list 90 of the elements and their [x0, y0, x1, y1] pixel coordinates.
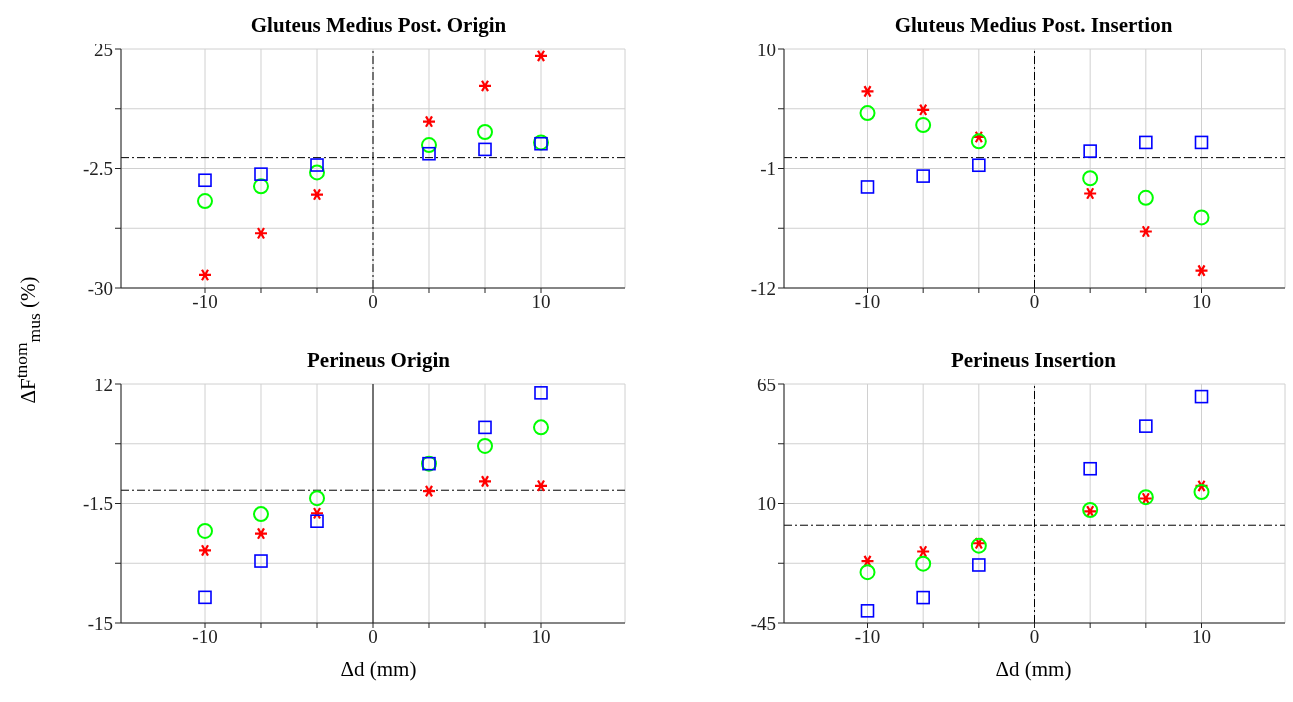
x-tick-label: 0 [1029, 626, 1040, 648]
point [916, 103, 931, 117]
point [477, 79, 493, 93]
point [422, 146, 436, 161]
y-tick-label: -12 [750, 277, 776, 299]
point [197, 268, 213, 282]
point [478, 420, 492, 435]
x-tick-label: -10 [192, 626, 218, 648]
point [1193, 209, 1210, 226]
chart-title: Gluteus Medius Post. Insertion [893, 12, 1174, 39]
point [860, 604, 875, 618]
point [860, 180, 875, 194]
y-tick-label: 10 [757, 493, 776, 515]
point [916, 590, 930, 605]
x-tick-label: 10 [1192, 291, 1211, 313]
chart-title: Perineus Insertion [949, 347, 1118, 374]
point [253, 226, 269, 240]
point [254, 167, 268, 181]
y-tick-label: -30 [87, 277, 113, 299]
point [1137, 189, 1154, 206]
point [915, 555, 932, 572]
point [421, 115, 437, 128]
point [198, 590, 212, 605]
y-tick-label: -45 [750, 612, 776, 634]
y-tick-label: -1.5 [82, 493, 113, 515]
point [1194, 389, 1209, 404]
point [533, 479, 549, 493]
point [1083, 461, 1097, 476]
point [420, 137, 437, 154]
point [310, 158, 324, 172]
point [309, 490, 326, 507]
point [254, 554, 268, 568]
point [1138, 225, 1153, 238]
point [478, 142, 492, 157]
point [477, 124, 494, 140]
point [252, 178, 269, 195]
point [1194, 135, 1209, 150]
point [309, 188, 325, 201]
point [972, 158, 986, 173]
chart-title: Perineus Origin [306, 347, 451, 374]
point [1194, 264, 1209, 277]
point [971, 130, 986, 144]
point [972, 558, 986, 572]
point [421, 484, 437, 498]
point [859, 564, 876, 581]
x-tick-label: 10 [1192, 626, 1211, 648]
point [197, 522, 213, 539]
x-tick-label: 10 [531, 291, 551, 313]
y-tick-label: -1 [760, 158, 776, 180]
point [916, 545, 931, 558]
point [309, 506, 325, 520]
x-tick-label: -10 [854, 626, 881, 648]
x-tick-label: 0 [1029, 291, 1040, 313]
point [1083, 187, 1098, 200]
point [533, 49, 549, 63]
x-axis-title: Δd (mm) [339, 657, 418, 682]
point [971, 536, 986, 550]
point [1139, 135, 1153, 150]
point [915, 117, 932, 134]
y-tick-label: -15 [87, 612, 113, 634]
x-axis-title: Δd (mm) [994, 657, 1073, 682]
point [309, 164, 326, 181]
x-tick-label: 10 [531, 626, 551, 648]
x-tick-label: -10 [192, 291, 218, 313]
x-tick-label: 0 [368, 626, 378, 648]
point [1194, 479, 1209, 493]
point [197, 544, 213, 557]
chart-title: Gluteus Medius Post. Origin [249, 12, 508, 39]
x-tick-label: -10 [854, 291, 881, 313]
x-tick-label: 0 [368, 291, 378, 313]
point [859, 105, 876, 122]
point [860, 85, 875, 98]
point [1083, 144, 1097, 158]
point [477, 437, 494, 454]
point [197, 193, 213, 210]
point [860, 554, 875, 568]
point [253, 527, 269, 540]
point [970, 133, 987, 150]
point [534, 386, 548, 400]
point [916, 169, 930, 183]
point [198, 173, 212, 188]
point [533, 419, 549, 436]
point [252, 506, 269, 523]
point [1139, 419, 1153, 433]
point [1082, 170, 1099, 187]
point [310, 514, 324, 528]
point [970, 537, 987, 554]
y-tick-label: -2.5 [82, 158, 113, 180]
point [477, 475, 493, 488]
point [1193, 483, 1210, 500]
